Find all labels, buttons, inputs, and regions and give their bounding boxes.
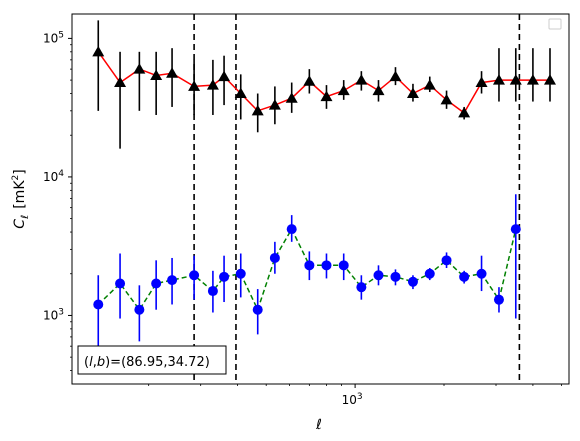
data-point-triangle [150,69,163,80]
y-tick-label: 103 [43,307,64,322]
data-point-triangle [251,104,264,116]
data-point-circle [390,271,401,282]
data-point-triangle [406,87,419,99]
data-point-circle [441,255,452,266]
y-tick-label: 104 [43,169,64,184]
legend-box [548,18,562,30]
y-axis-label: Cℓ[mK2] [11,169,31,228]
data-point-circle [207,286,218,297]
data-point-triangle [268,99,281,110]
series-layer [92,20,556,352]
data-point-triangle [206,79,219,90]
x-tick-label: 103 [342,392,363,407]
data-point-triangle [372,84,385,96]
data-point-circle [510,224,521,235]
data-point-circle [115,278,126,289]
data-point-triangle [458,106,471,118]
data-point-circle [493,294,504,305]
data-point-circle [304,260,315,271]
data-point-circle [189,270,200,281]
data-point-circle [476,268,487,279]
data-point-triangle [337,84,350,96]
data-point-triangle [423,79,436,90]
data-point-triangle [303,75,316,86]
data-point-circle [134,304,145,315]
data-point-circle [219,271,230,282]
data-point-triangle [492,74,505,85]
data-point-circle [93,299,104,310]
data-point-circle [424,268,435,279]
y-tick-label: 105 [43,30,64,45]
annotation-box: (l,b)=(86.95,34.72) [77,345,227,375]
plot-frame [71,13,570,385]
data-point-circle [321,260,332,271]
data-point-triangle [475,76,488,88]
data-point-triangle [114,76,127,88]
data-point-circle [167,275,178,286]
axis-ticks: 103 104 105 103 [43,30,562,407]
data-point-triangle [526,74,539,85]
data-point-circle [269,252,280,263]
data-point-circle [151,278,162,289]
data-point-triangle [440,93,453,105]
series-circles [93,194,521,352]
data-point-triangle [92,45,105,57]
x-axis-label: ℓ [315,417,322,433]
annotation-text: (l,b)=(86.95,34.72) [84,355,210,370]
data-point-triangle [133,63,146,74]
data-point-triangle [234,87,247,99]
data-point-triangle [355,74,368,85]
data-point-triangle [320,90,333,102]
data-point-circle [356,282,367,293]
data-point-circle [407,276,418,287]
data-point-circle [459,271,470,282]
data-point-triangle [218,70,231,82]
data-point-circle [235,268,246,279]
data-point-circle [252,304,263,315]
series-triangles [92,20,556,149]
data-point-circle [373,270,384,281]
data-point-circle [286,224,297,235]
plot-area [72,14,569,384]
data-point-triangle [509,74,522,85]
data-point-triangle [389,70,402,82]
data-point-triangle [188,80,201,91]
data-point-triangle [543,74,556,85]
data-point-circle [338,260,349,271]
data-point-triangle [166,67,179,78]
data-point-triangle [285,92,298,103]
